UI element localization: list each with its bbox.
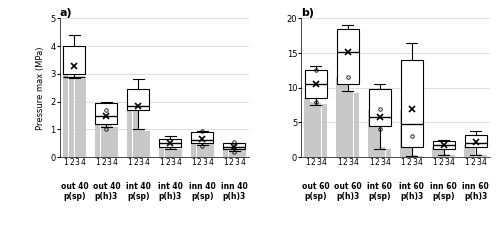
Bar [304, 98, 310, 157]
Bar [202, 142, 208, 157]
Bar [127, 106, 132, 157]
Bar [240, 150, 246, 157]
Bar [170, 147, 176, 157]
Text: a): a) [60, 8, 72, 18]
Bar [112, 127, 117, 157]
Bar [418, 156, 423, 157]
PathPatch shape [160, 139, 181, 147]
PathPatch shape [128, 89, 149, 110]
Bar [132, 106, 138, 157]
Bar [470, 147, 476, 157]
Text: int 60
p(h)3: int 60 p(h)3 [399, 182, 424, 201]
Bar [336, 77, 342, 157]
PathPatch shape [96, 103, 118, 124]
PathPatch shape [64, 46, 86, 74]
Bar [106, 118, 112, 157]
Bar [380, 147, 386, 157]
Bar [438, 149, 444, 157]
PathPatch shape [337, 29, 358, 84]
Text: out 40
p(sp): out 40 p(sp) [60, 182, 88, 201]
PathPatch shape [432, 141, 454, 149]
Bar [322, 104, 327, 157]
Bar [176, 149, 182, 157]
Bar [482, 155, 487, 157]
PathPatch shape [224, 143, 245, 149]
Bar [196, 139, 202, 157]
Bar [450, 155, 455, 157]
Text: int 40
p(sp): int 40 p(sp) [126, 182, 151, 201]
Bar [208, 143, 214, 157]
PathPatch shape [305, 70, 326, 98]
Bar [316, 103, 322, 157]
Text: out 60
p(h)3: out 60 p(h)3 [334, 182, 361, 201]
PathPatch shape [369, 89, 390, 126]
Bar [400, 110, 406, 157]
PathPatch shape [192, 132, 213, 143]
Text: out 60
p(sp): out 60 p(sp) [302, 182, 330, 201]
PathPatch shape [401, 60, 422, 147]
Bar [386, 149, 391, 157]
Bar [374, 112, 380, 157]
Bar [159, 145, 164, 157]
Text: inn 60
p(sp): inn 60 p(sp) [430, 182, 457, 201]
Text: inn 40
p(h)3: inn 40 p(h)3 [221, 182, 248, 201]
Text: int 40
p(h)3: int 40 p(h)3 [158, 182, 182, 201]
Bar [138, 129, 144, 157]
Text: inn 60
p(h)3: inn 60 p(h)3 [462, 182, 489, 201]
Bar [80, 79, 86, 157]
Bar [223, 143, 228, 157]
Text: out 40
p(h)3: out 40 p(h)3 [92, 182, 120, 201]
Bar [412, 155, 418, 157]
Bar [342, 81, 347, 157]
Bar [69, 77, 74, 157]
Bar [444, 154, 450, 157]
Bar [234, 149, 240, 157]
Y-axis label: Pressure max (MPa): Pressure max (MPa) [36, 46, 45, 130]
Bar [354, 93, 359, 157]
PathPatch shape [464, 135, 486, 147]
Text: inn 40
p(sp): inn 40 p(sp) [189, 182, 216, 201]
Bar [406, 112, 411, 157]
Bar [310, 102, 316, 157]
Bar [164, 143, 170, 157]
Bar [74, 78, 80, 157]
Bar [63, 74, 68, 157]
Bar [432, 147, 438, 157]
Bar [464, 145, 469, 157]
Text: int 60
p(sp): int 60 p(sp) [368, 182, 392, 201]
Bar [95, 103, 100, 157]
Bar [368, 110, 374, 157]
Bar [228, 147, 234, 157]
Bar [100, 116, 106, 157]
Text: b): b) [302, 8, 314, 18]
Bar [144, 131, 150, 157]
Bar [348, 91, 354, 157]
Bar [476, 154, 481, 157]
Bar [191, 132, 196, 157]
